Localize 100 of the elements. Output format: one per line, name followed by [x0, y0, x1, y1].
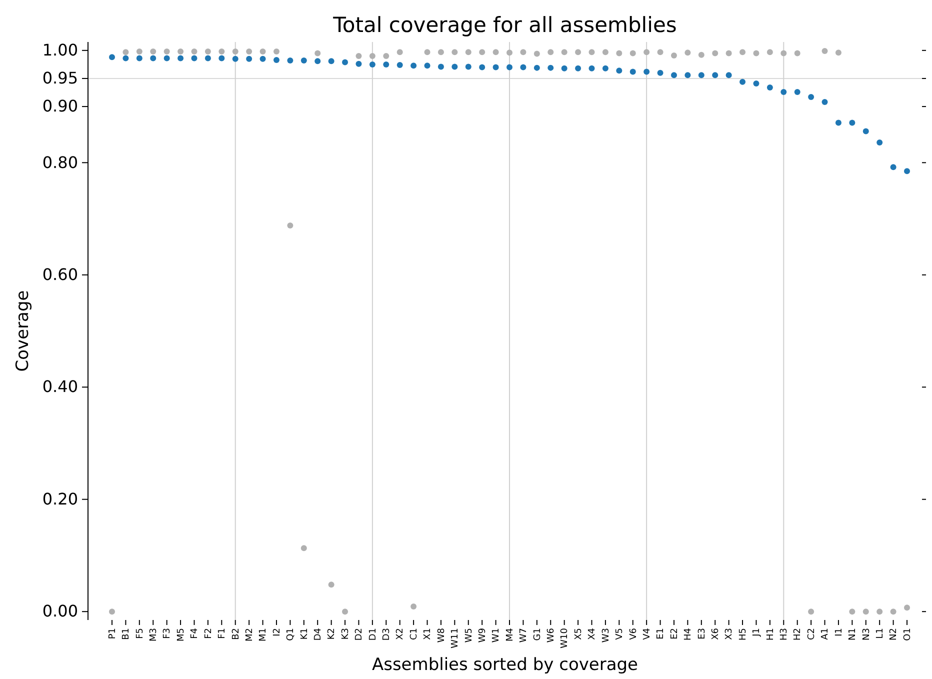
point	[753, 50, 760, 56]
point	[561, 65, 568, 72]
x-tick-label: M5	[176, 628, 186, 642]
x-tick-label: W8	[436, 628, 447, 643]
point	[904, 168, 910, 174]
point	[204, 48, 211, 55]
x-tick-label: H3	[780, 628, 790, 640]
point	[122, 55, 129, 62]
point	[822, 48, 828, 54]
point	[588, 49, 595, 56]
point	[849, 120, 856, 126]
point	[314, 50, 321, 56]
y-axis-title: Coverage	[13, 290, 33, 372]
point	[369, 61, 376, 68]
point	[383, 53, 390, 60]
x-tick-label: E1	[656, 628, 666, 640]
x-tick-label: X2	[396, 628, 406, 640]
point	[698, 72, 704, 78]
point	[766, 84, 773, 90]
point	[342, 59, 348, 66]
point	[492, 64, 499, 70]
point	[712, 72, 718, 78]
y-tick-label: 0.90	[42, 96, 78, 116]
point	[465, 64, 472, 70]
point	[204, 55, 211, 62]
point	[616, 50, 622, 56]
point	[506, 64, 512, 70]
x-tick-label: N3	[862, 628, 872, 640]
point	[698, 52, 704, 58]
point	[726, 72, 732, 78]
x-tick-label: W10	[560, 628, 570, 648]
point	[424, 62, 430, 69]
point	[602, 49, 608, 56]
x-axis-title: Assemblies sorted by coverage	[372, 655, 638, 675]
y-tick-label: 1.00	[42, 40, 78, 60]
point	[328, 582, 334, 588]
x-tick-label: X1	[423, 628, 434, 640]
y-tick-label: 0.20	[42, 489, 78, 508]
x-tick-label: Q1	[286, 628, 296, 641]
point	[396, 49, 403, 56]
point	[369, 53, 376, 60]
point	[740, 49, 746, 56]
x-tick-label: E2	[670, 628, 680, 640]
point	[356, 53, 362, 60]
x-tick-label: A1	[820, 628, 831, 640]
point	[534, 50, 540, 57]
point	[438, 49, 444, 56]
x-tick-label: H4	[684, 628, 694, 640]
point	[753, 80, 760, 87]
x-tick-label: M2	[244, 628, 255, 642]
point	[452, 64, 458, 70]
point	[794, 50, 800, 56]
y-tick-label: 0.95	[42, 68, 78, 88]
point	[684, 50, 691, 56]
point	[191, 55, 198, 62]
point	[670, 52, 677, 58]
point	[479, 64, 486, 70]
x-tick-label: L1	[875, 628, 886, 639]
point	[178, 48, 184, 55]
point	[109, 54, 115, 60]
point	[218, 48, 225, 55]
x-tick-label: O1	[902, 628, 913, 641]
x-tick-label: G1	[532, 628, 543, 641]
point	[740, 78, 746, 85]
point	[314, 58, 321, 64]
x-tick-label: W9	[478, 628, 488, 643]
point	[164, 48, 170, 55]
point	[534, 64, 540, 71]
point	[342, 608, 348, 615]
point	[410, 604, 417, 610]
x-tick-label: I2	[272, 628, 282, 636]
x-tick-label: C1	[409, 628, 420, 640]
x-tick-label: F3	[162, 628, 173, 639]
point	[396, 62, 403, 68]
point	[109, 608, 115, 615]
point	[452, 49, 458, 56]
x-tick-label: W6	[546, 628, 556, 643]
x-tick-label: N1	[848, 628, 858, 640]
x-tick-label: M4	[505, 628, 516, 642]
point	[780, 50, 787, 56]
point	[246, 56, 252, 62]
x-tick-label: H1	[766, 628, 776, 640]
point	[479, 49, 486, 56]
x-tick-label: D1	[368, 628, 378, 641]
point	[246, 48, 252, 55]
point	[465, 49, 472, 56]
point	[726, 50, 732, 56]
point	[822, 99, 828, 106]
point	[424, 49, 430, 56]
x-tick-label: X5	[574, 628, 584, 640]
point	[684, 72, 691, 78]
point	[862, 128, 869, 134]
x-tick-label: D3	[382, 628, 392, 641]
y-tick-label: 0.80	[42, 152, 78, 172]
point	[410, 62, 417, 69]
point	[602, 65, 608, 72]
x-tick-label: W7	[519, 628, 530, 643]
point	[548, 64, 554, 71]
point	[136, 48, 142, 55]
x-tick-label: W5	[464, 628, 474, 643]
